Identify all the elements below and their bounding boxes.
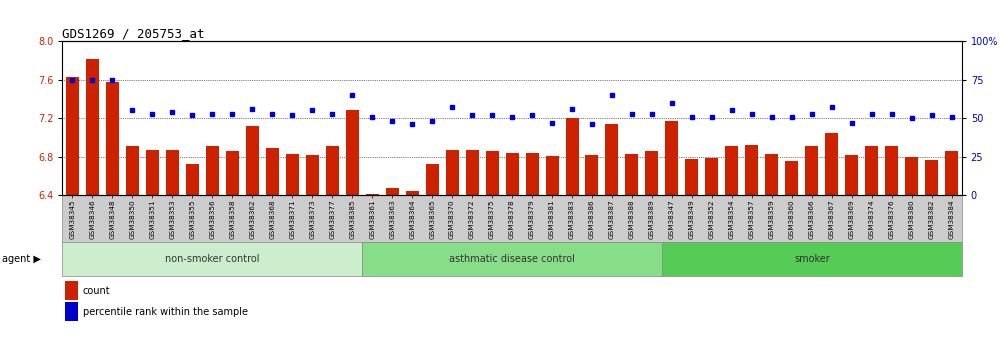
Bar <box>745 145 758 195</box>
Bar <box>345 109 358 195</box>
Bar <box>166 150 179 195</box>
Bar <box>246 126 259 195</box>
Text: count: count <box>83 286 110 296</box>
Text: smoker: smoker <box>794 254 830 264</box>
Bar <box>625 154 638 195</box>
Text: agent ▶: agent ▶ <box>2 254 41 264</box>
Bar <box>366 194 379 195</box>
Bar <box>146 150 159 195</box>
Bar <box>905 157 918 195</box>
Bar <box>705 158 718 195</box>
Text: asthmatic disease control: asthmatic disease control <box>449 254 575 264</box>
Bar <box>645 151 659 195</box>
Bar <box>286 154 299 195</box>
Bar <box>865 146 878 195</box>
Bar <box>266 148 279 195</box>
Bar <box>126 146 139 195</box>
Bar <box>546 156 559 195</box>
Bar <box>205 146 219 195</box>
Bar <box>845 155 858 195</box>
Bar <box>806 146 819 195</box>
Bar <box>526 153 539 195</box>
Text: percentile rank within the sample: percentile rank within the sample <box>83 307 248 316</box>
Bar <box>106 82 119 195</box>
Bar <box>86 59 99 195</box>
Bar <box>946 151 959 195</box>
Bar <box>485 151 498 195</box>
Bar <box>406 191 419 195</box>
Bar <box>585 155 598 195</box>
Bar <box>826 132 838 195</box>
Bar <box>325 146 338 195</box>
Bar <box>226 151 239 195</box>
Bar <box>566 118 578 195</box>
Bar <box>666 121 679 195</box>
Bar <box>785 161 799 195</box>
Bar <box>725 146 738 195</box>
Text: GDS1269 / 205753_at: GDS1269 / 205753_at <box>62 27 205 40</box>
Text: non-smoker control: non-smoker control <box>165 254 260 264</box>
Bar <box>386 188 399 195</box>
Bar <box>765 154 778 195</box>
Bar <box>506 153 519 195</box>
Bar <box>306 155 319 195</box>
Bar <box>186 164 198 195</box>
Bar <box>686 159 699 195</box>
Bar <box>925 160 939 195</box>
Bar <box>885 146 898 195</box>
Bar <box>426 164 439 195</box>
Bar <box>605 124 618 195</box>
Bar <box>65 77 79 195</box>
Bar <box>465 150 478 195</box>
Bar <box>446 150 458 195</box>
